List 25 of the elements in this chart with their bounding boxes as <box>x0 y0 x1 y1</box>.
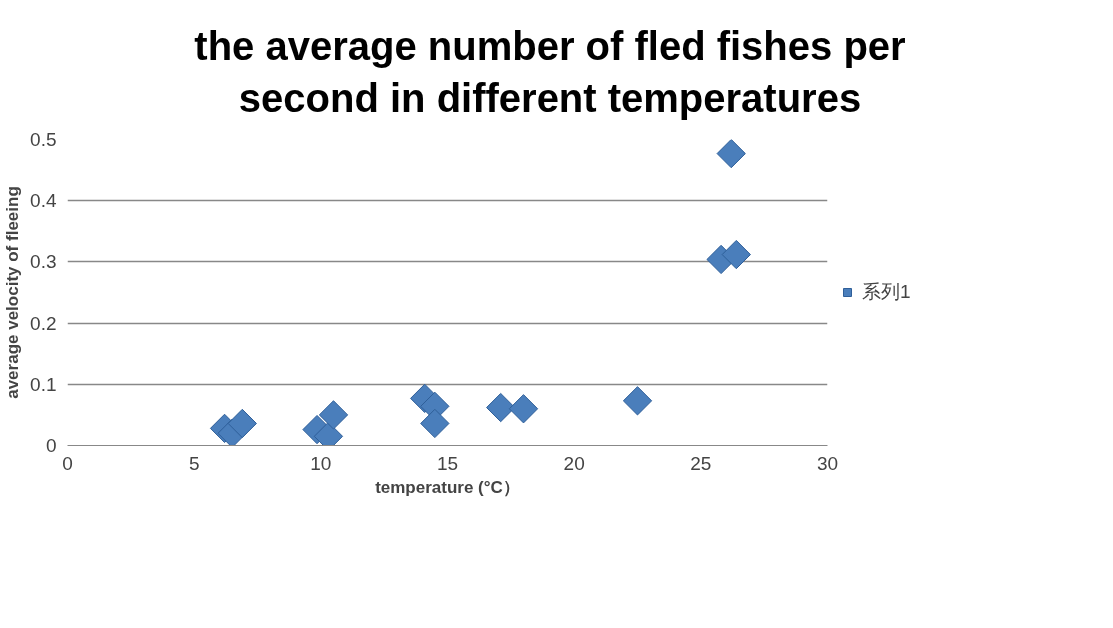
point <box>716 139 746 169</box>
x-tick-label: 5 <box>188 452 200 474</box>
x-tick-label: 20 <box>563 452 585 474</box>
y-tick-label: 0.4 <box>30 190 57 212</box>
y-tick-label: 0.1 <box>30 373 57 395</box>
x-tick-label: 30 <box>816 452 839 474</box>
point <box>318 400 349 430</box>
y-tick-label: 0 <box>45 435 57 456</box>
y-tick-label: 0.5 <box>30 129 57 150</box>
x-tick-label: 15 <box>436 452 459 474</box>
y-tick-label: 0.3 <box>30 251 57 273</box>
x-tick-label: 10 <box>310 452 332 474</box>
point <box>508 394 539 424</box>
chart-title: the average number of fled fishes per second in different temperatures <box>194 23 906 122</box>
point <box>486 392 516 423</box>
x-tick-label: 0 <box>62 452 73 474</box>
y-tick-label: 0.2 <box>30 312 57 334</box>
point <box>420 408 450 439</box>
legend-label: 系列1 <box>862 280 911 304</box>
x-axis-title: temperature (°C） <box>375 477 520 497</box>
point <box>622 386 653 416</box>
point <box>721 239 751 270</box>
point <box>227 408 257 439</box>
x-tick-label: 25 <box>690 452 712 474</box>
y-axis-title: average velocity of fleeing <box>3 186 23 399</box>
